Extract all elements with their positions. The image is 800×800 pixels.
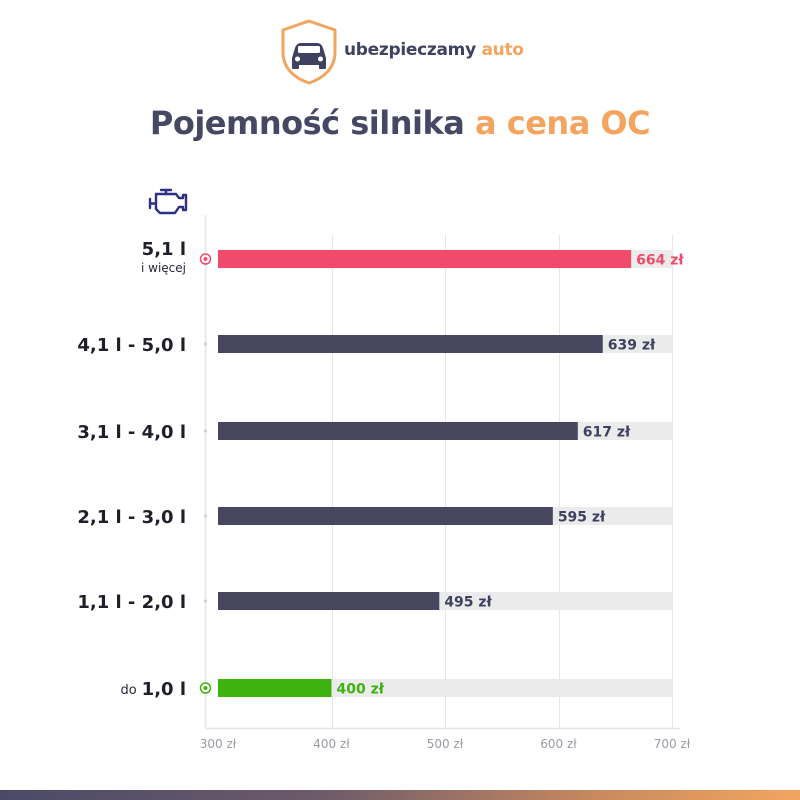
bar xyxy=(218,335,603,353)
bar-value-label: 639 zł xyxy=(608,338,656,354)
title-accent: a cena OC xyxy=(475,104,651,142)
bar-value-label: 400 zł xyxy=(337,682,385,698)
brand-logo: ubezpieczamy auto xyxy=(278,18,538,88)
axis-tick-dot xyxy=(203,342,208,346)
category-label: 3,1 l - 4,0 l xyxy=(77,422,186,443)
bar xyxy=(218,592,440,610)
axis-tick-dot xyxy=(203,429,208,433)
brand-accent: auto xyxy=(481,40,524,60)
shield-car-icon xyxy=(281,19,337,85)
axis-tick-dot xyxy=(203,514,208,518)
footer-strip xyxy=(0,790,800,800)
category-sublabel: i więcej xyxy=(141,261,186,275)
bar xyxy=(218,679,332,697)
x-tick-label: 600 zł xyxy=(540,737,577,751)
page-title: Pojemność silnika a cena OC xyxy=(0,104,800,142)
x-tick-label: 500 zł xyxy=(427,737,464,751)
bar-value-label: 664 zł xyxy=(636,253,684,269)
category-prefix: do xyxy=(120,683,136,698)
axis-tick-dot xyxy=(203,599,208,603)
category-label: 4,1 l - 5,0 l xyxy=(77,335,186,356)
bar xyxy=(218,250,632,268)
category-label: 2,1 l - 3,0 l xyxy=(77,507,186,528)
title-main: Pojemność silnika xyxy=(149,104,465,142)
x-tick-label: 700 zł xyxy=(654,737,691,751)
x-tick-label: 400 zł xyxy=(313,737,350,751)
bar-value-label: 495 zł xyxy=(444,595,492,611)
bar-value-label: 617 zł xyxy=(583,425,631,441)
brand-name: ubezpieczamy xyxy=(344,40,476,60)
bar-value-label: 595 zł xyxy=(558,510,606,526)
bar xyxy=(218,507,553,525)
bar xyxy=(218,422,578,440)
axis-marker-dot xyxy=(203,257,208,261)
category-label: 1,1 l - 2,0 l xyxy=(77,592,186,613)
brand-wordmark: ubezpieczamy auto xyxy=(344,40,524,60)
x-tick-label: 300 zł xyxy=(200,737,237,751)
engine-icon xyxy=(148,188,188,215)
axis-marker-dot xyxy=(203,686,208,690)
category-label: 5,1 l xyxy=(142,239,186,260)
category-label: 1,0 l xyxy=(142,679,186,700)
